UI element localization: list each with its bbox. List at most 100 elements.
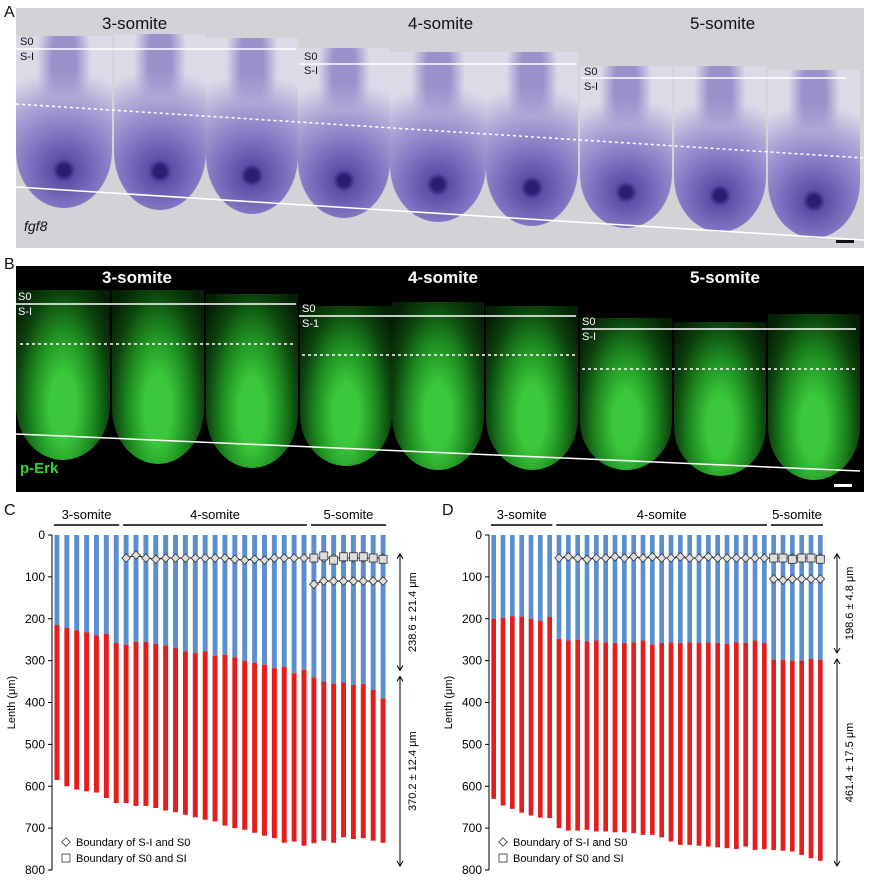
boundary-square-marker xyxy=(769,553,779,563)
bar-red-segment xyxy=(538,620,543,818)
y-tick-label: 500 xyxy=(462,737,482,751)
boundary-si-s0-diamond xyxy=(647,551,658,562)
y-tick-label: 800 xyxy=(25,863,45,877)
boundary-si-s0-diamond xyxy=(591,553,602,563)
boundary-si-s0-diamond xyxy=(694,553,704,563)
bar-blue-segment xyxy=(584,535,590,642)
bar-blue-segment xyxy=(790,535,795,661)
boundary-si-s0-diamond xyxy=(230,554,240,565)
bar-red-segment xyxy=(528,618,534,816)
boundary-si-s0-diamond xyxy=(249,554,260,565)
legend-diamond xyxy=(61,837,71,847)
boundary-s0-si-diamond xyxy=(787,574,798,584)
bar-red-segment xyxy=(143,641,149,806)
boundary-square-marker xyxy=(806,553,816,563)
scale-bar xyxy=(836,240,854,243)
bar-red-segment xyxy=(232,657,238,829)
y-tick-label: 600 xyxy=(462,779,482,793)
bar-blue-segment xyxy=(113,535,119,644)
arrow-head xyxy=(833,552,841,560)
boundary-s0-si-diamond xyxy=(796,574,807,584)
legend-label: Boundary of S0 and SI xyxy=(76,853,187,865)
boundary-s0-si-diamond xyxy=(348,576,359,586)
bar-blue-segment xyxy=(510,535,515,617)
boundary-label-s0: S0 xyxy=(18,291,32,303)
bar-red-segment xyxy=(153,643,159,809)
bar-blue-segment xyxy=(380,535,386,699)
bar-blue-segment xyxy=(575,535,580,640)
bar-blue-segment xyxy=(232,535,238,658)
bar-blue-segment xyxy=(678,535,683,644)
y-tick-label: 0 xyxy=(38,528,45,542)
bar-blue-segment xyxy=(350,535,356,685)
bar-blue-segment xyxy=(743,535,748,644)
bar-red-segment xyxy=(603,642,608,832)
bar-red-segment xyxy=(331,683,337,843)
y-tick-label: 600 xyxy=(25,779,45,793)
bar-red-segment xyxy=(706,642,711,847)
embryo-image xyxy=(206,38,298,214)
boundary-s0-si-diamond xyxy=(815,574,826,584)
bar-red-segment xyxy=(242,660,248,830)
bar-blue-segment xyxy=(103,535,109,634)
bar-red-segment xyxy=(659,643,664,838)
bar-blue-segment xyxy=(202,535,208,652)
boundary-square-marker xyxy=(339,552,348,562)
boundary-si-s0-diamond xyxy=(160,553,171,563)
legend-square xyxy=(61,853,71,863)
bar-blue-segment xyxy=(622,535,627,644)
bar-red-segment xyxy=(640,640,646,835)
boundary-si-s0-diamond xyxy=(666,553,676,563)
embryo-image xyxy=(390,52,486,222)
boundary-si-s0-diamond xyxy=(200,553,210,563)
y-tick-label: 0 xyxy=(475,528,482,542)
bar-blue-segment xyxy=(603,535,608,643)
bar-red-segment xyxy=(192,653,198,818)
bar-blue-segment xyxy=(687,535,692,643)
bar-blue-segment xyxy=(706,535,711,643)
bar-blue-segment xyxy=(556,535,562,639)
bar-red-segment xyxy=(687,642,692,845)
boundary-label-s-i: S-I xyxy=(582,331,597,343)
bar-red-segment xyxy=(212,655,218,822)
bar-blue-segment xyxy=(360,535,366,685)
embryo-image xyxy=(16,290,110,460)
boundary-si-s0-diamond xyxy=(190,553,201,563)
y-tick-label: 200 xyxy=(462,612,482,626)
boundary-label-s0: S0 xyxy=(582,316,596,328)
bar-red-segment xyxy=(163,645,169,811)
bar-blue-segment xyxy=(650,535,655,645)
bar-blue-segment xyxy=(566,535,571,641)
bar-red-segment xyxy=(380,698,386,843)
stage-label-5-somite: 5-somite xyxy=(690,14,756,33)
bar-red-segment xyxy=(350,684,356,840)
bar-blue-segment xyxy=(780,535,786,660)
boundary-label-s0: S0 xyxy=(302,303,316,315)
gene-label: fgf8 xyxy=(24,218,48,234)
legend-label: Boundary of S-I and S0 xyxy=(513,837,627,849)
stage-label-3-somite: 3-somite xyxy=(102,268,172,287)
bar-red-segment xyxy=(799,660,804,855)
boundary-si-s0-diamond xyxy=(722,553,732,563)
boundary-si-s0-diamond xyxy=(239,555,250,565)
y-tick-label: 300 xyxy=(25,654,45,668)
arrow-head xyxy=(396,675,404,682)
boundary-label-s-i: S-I xyxy=(304,65,319,77)
boundary-si-s0-diamond xyxy=(703,551,714,562)
bar-red-segment xyxy=(262,664,267,836)
boundary-si-s0-diamond xyxy=(563,551,574,562)
bar-blue-segment xyxy=(163,535,169,646)
boundary-label-s0: S0 xyxy=(584,66,598,78)
boundary-s0-si-diamond xyxy=(328,576,339,586)
boundary-si-s0-diamond xyxy=(572,553,583,563)
bar-blue-segment xyxy=(271,535,277,669)
boundary-label-s0: S0 xyxy=(20,36,34,48)
boundary-si-s0-diamond xyxy=(638,553,648,563)
legend-diamond xyxy=(498,837,508,847)
panel-a-lines xyxy=(16,48,864,241)
bar-red-segment xyxy=(734,642,739,850)
bar-red-segment xyxy=(133,641,139,806)
bar-blue-segment xyxy=(192,535,198,654)
boundary-si-s0-diamond xyxy=(600,553,611,563)
arrow-head xyxy=(833,860,841,867)
